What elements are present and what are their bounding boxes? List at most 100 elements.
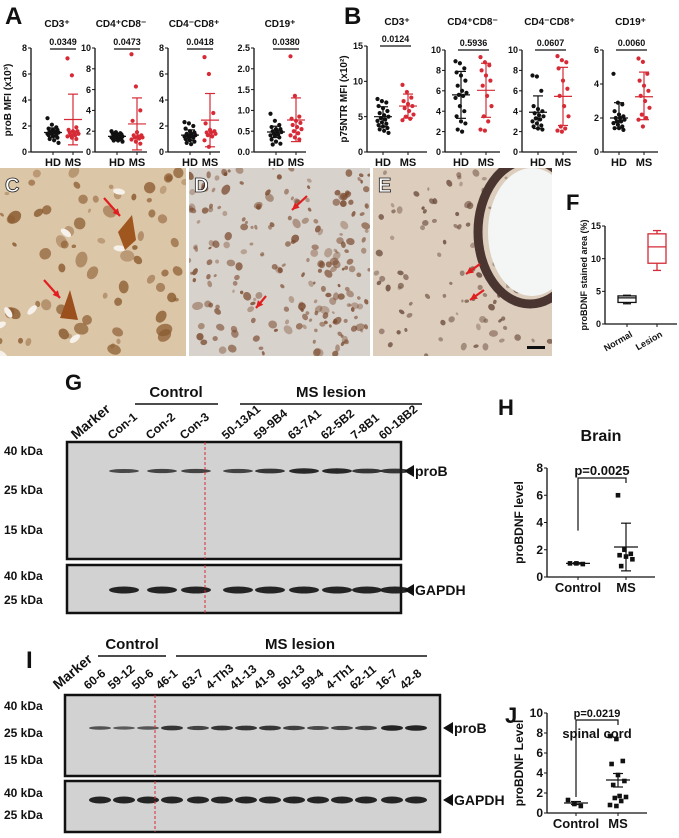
arrowhead-icon xyxy=(443,722,453,734)
cell xyxy=(284,319,290,325)
cell xyxy=(212,240,220,248)
cell xyxy=(356,303,364,310)
data-point xyxy=(628,551,634,557)
cell xyxy=(466,202,474,210)
cell xyxy=(288,295,295,303)
red-arrowhead-icon xyxy=(292,202,300,210)
cell xyxy=(181,179,186,186)
data-point xyxy=(614,736,619,742)
stained-neuron xyxy=(60,290,78,320)
band-label: GAPDH xyxy=(415,582,466,598)
y-tick-label: 15 xyxy=(591,221,601,231)
data-point xyxy=(273,139,279,144)
data-point xyxy=(620,758,626,764)
cell xyxy=(464,299,470,303)
protein-band-gapdh xyxy=(223,586,253,594)
series-hd xyxy=(181,120,199,147)
panel-letters: A B C D E F G H I J xyxy=(5,3,580,728)
y-tick-label: 4 xyxy=(86,106,91,116)
cell xyxy=(33,208,44,217)
cell xyxy=(173,168,184,179)
red-arrowhead-icon xyxy=(470,292,478,300)
y-tick-label: 6 xyxy=(594,45,599,55)
data-point xyxy=(578,803,584,809)
cell xyxy=(437,252,442,257)
cell xyxy=(341,194,346,200)
cell xyxy=(222,210,228,217)
marker-label: 15 kDa xyxy=(4,523,43,537)
data-point xyxy=(120,139,125,144)
data-point xyxy=(210,134,215,139)
cell xyxy=(420,225,425,231)
cell xyxy=(360,179,363,184)
lane-label: Marker xyxy=(68,400,114,442)
data-point xyxy=(401,99,406,104)
protein-band-gapdh xyxy=(307,796,329,804)
cell xyxy=(403,274,409,281)
cell xyxy=(74,322,89,335)
cell xyxy=(172,266,183,276)
cell xyxy=(271,264,278,270)
cell xyxy=(148,209,156,218)
cell xyxy=(479,316,487,323)
series-ms xyxy=(477,55,495,133)
data-point xyxy=(480,83,485,88)
cell xyxy=(531,338,535,343)
cell xyxy=(118,280,129,294)
cell xyxy=(404,327,408,332)
data-point xyxy=(411,112,416,117)
cell xyxy=(357,296,361,300)
cell xyxy=(284,188,289,195)
protein-band-prob xyxy=(137,726,159,730)
data-point xyxy=(647,105,652,110)
cell xyxy=(240,249,248,255)
data-point xyxy=(464,90,469,95)
x-tick-label: MS xyxy=(636,157,653,169)
data-point xyxy=(65,134,70,139)
protein-band-prob xyxy=(307,726,329,730)
cell xyxy=(300,308,304,312)
data-point xyxy=(269,124,274,130)
y-tick-label: 10 xyxy=(81,43,91,53)
y-tick-label: 0 xyxy=(513,147,518,157)
y-tick-label: 0.5 xyxy=(237,126,250,136)
data-point xyxy=(565,797,571,803)
cell xyxy=(367,173,370,177)
micrograph-c xyxy=(0,168,186,356)
protein-band-gapdh xyxy=(181,586,211,594)
marker-label: 25 kDa xyxy=(4,593,43,607)
data-point xyxy=(375,118,380,124)
data-point xyxy=(455,127,460,132)
cell xyxy=(341,335,348,344)
data-point xyxy=(530,73,535,78)
data-point xyxy=(132,135,137,140)
cell xyxy=(201,207,209,214)
blot-membrane xyxy=(63,779,442,834)
cell xyxy=(459,181,463,187)
cell xyxy=(306,178,312,183)
cell xyxy=(265,193,274,202)
cell xyxy=(343,318,348,323)
data-point xyxy=(191,135,196,140)
significance-bracket xyxy=(577,477,627,531)
cell xyxy=(432,198,438,205)
cell xyxy=(322,312,329,319)
data-point xyxy=(644,115,649,121)
cell xyxy=(275,266,283,274)
series-hd xyxy=(610,71,628,132)
cell xyxy=(333,248,338,252)
data-point xyxy=(623,794,629,800)
cell xyxy=(281,263,286,267)
red-arrowhead-icon xyxy=(112,208,120,216)
cell xyxy=(397,282,404,289)
protein-band-prob xyxy=(381,725,403,731)
cell xyxy=(206,273,211,280)
y-tick-label: 2 xyxy=(513,127,518,137)
cell xyxy=(243,291,252,301)
cell xyxy=(17,337,24,344)
cell xyxy=(455,312,459,316)
data-point xyxy=(203,121,208,126)
x-tick-label: HD xyxy=(375,157,391,169)
data-point xyxy=(639,112,644,117)
cell xyxy=(239,290,244,295)
